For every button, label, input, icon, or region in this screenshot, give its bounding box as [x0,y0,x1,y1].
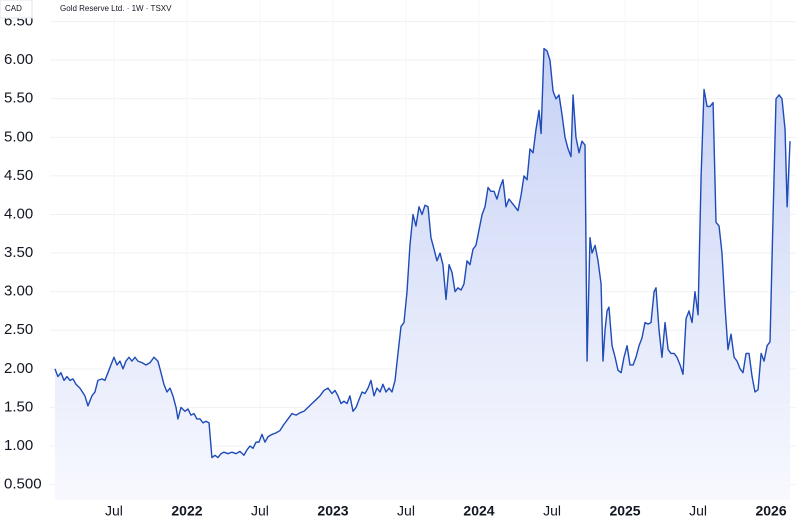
y-tick-label: 5.50 [4,90,33,107]
y-tick-label: 4.00 [4,205,33,222]
y-tick-label: 2.50 [4,321,33,338]
y-tick-label: 1.50 [4,398,33,415]
y-tick-label: 5.00 [4,128,33,145]
y-tick-label: 6.00 [4,51,33,68]
y-tick-label: 3.00 [4,283,33,300]
x-tick-label: Jul [689,503,707,519]
x-tick-label: 2025 [609,503,640,519]
x-tick-label: Jul [397,503,415,519]
x-tick-label: 2022 [171,503,202,519]
x-tick-label: Jul [543,503,561,519]
x-tick-label: 2026 [755,503,786,519]
price-line [54,47,791,459]
x-tick-label: 2024 [463,503,494,519]
x-tick-label: Jul [251,503,269,519]
plot-area [54,47,791,501]
y-tick-label: 4.50 [4,167,33,184]
x-tick-label: Jul [105,503,123,519]
x-tick-label: 2023 [317,503,348,519]
y-tick-label: 2.00 [4,360,33,377]
currency-label: CAD [5,4,22,13]
y-tick-label: 1.00 [4,437,33,454]
currency-box [0,0,33,19]
price-area [54,48,791,501]
y-tick-label: 0.500 [4,476,42,493]
chart-title: Gold Reserve Ltd. · 1W · TSXV [60,4,172,13]
y-tick-label: 3.50 [4,244,33,261]
